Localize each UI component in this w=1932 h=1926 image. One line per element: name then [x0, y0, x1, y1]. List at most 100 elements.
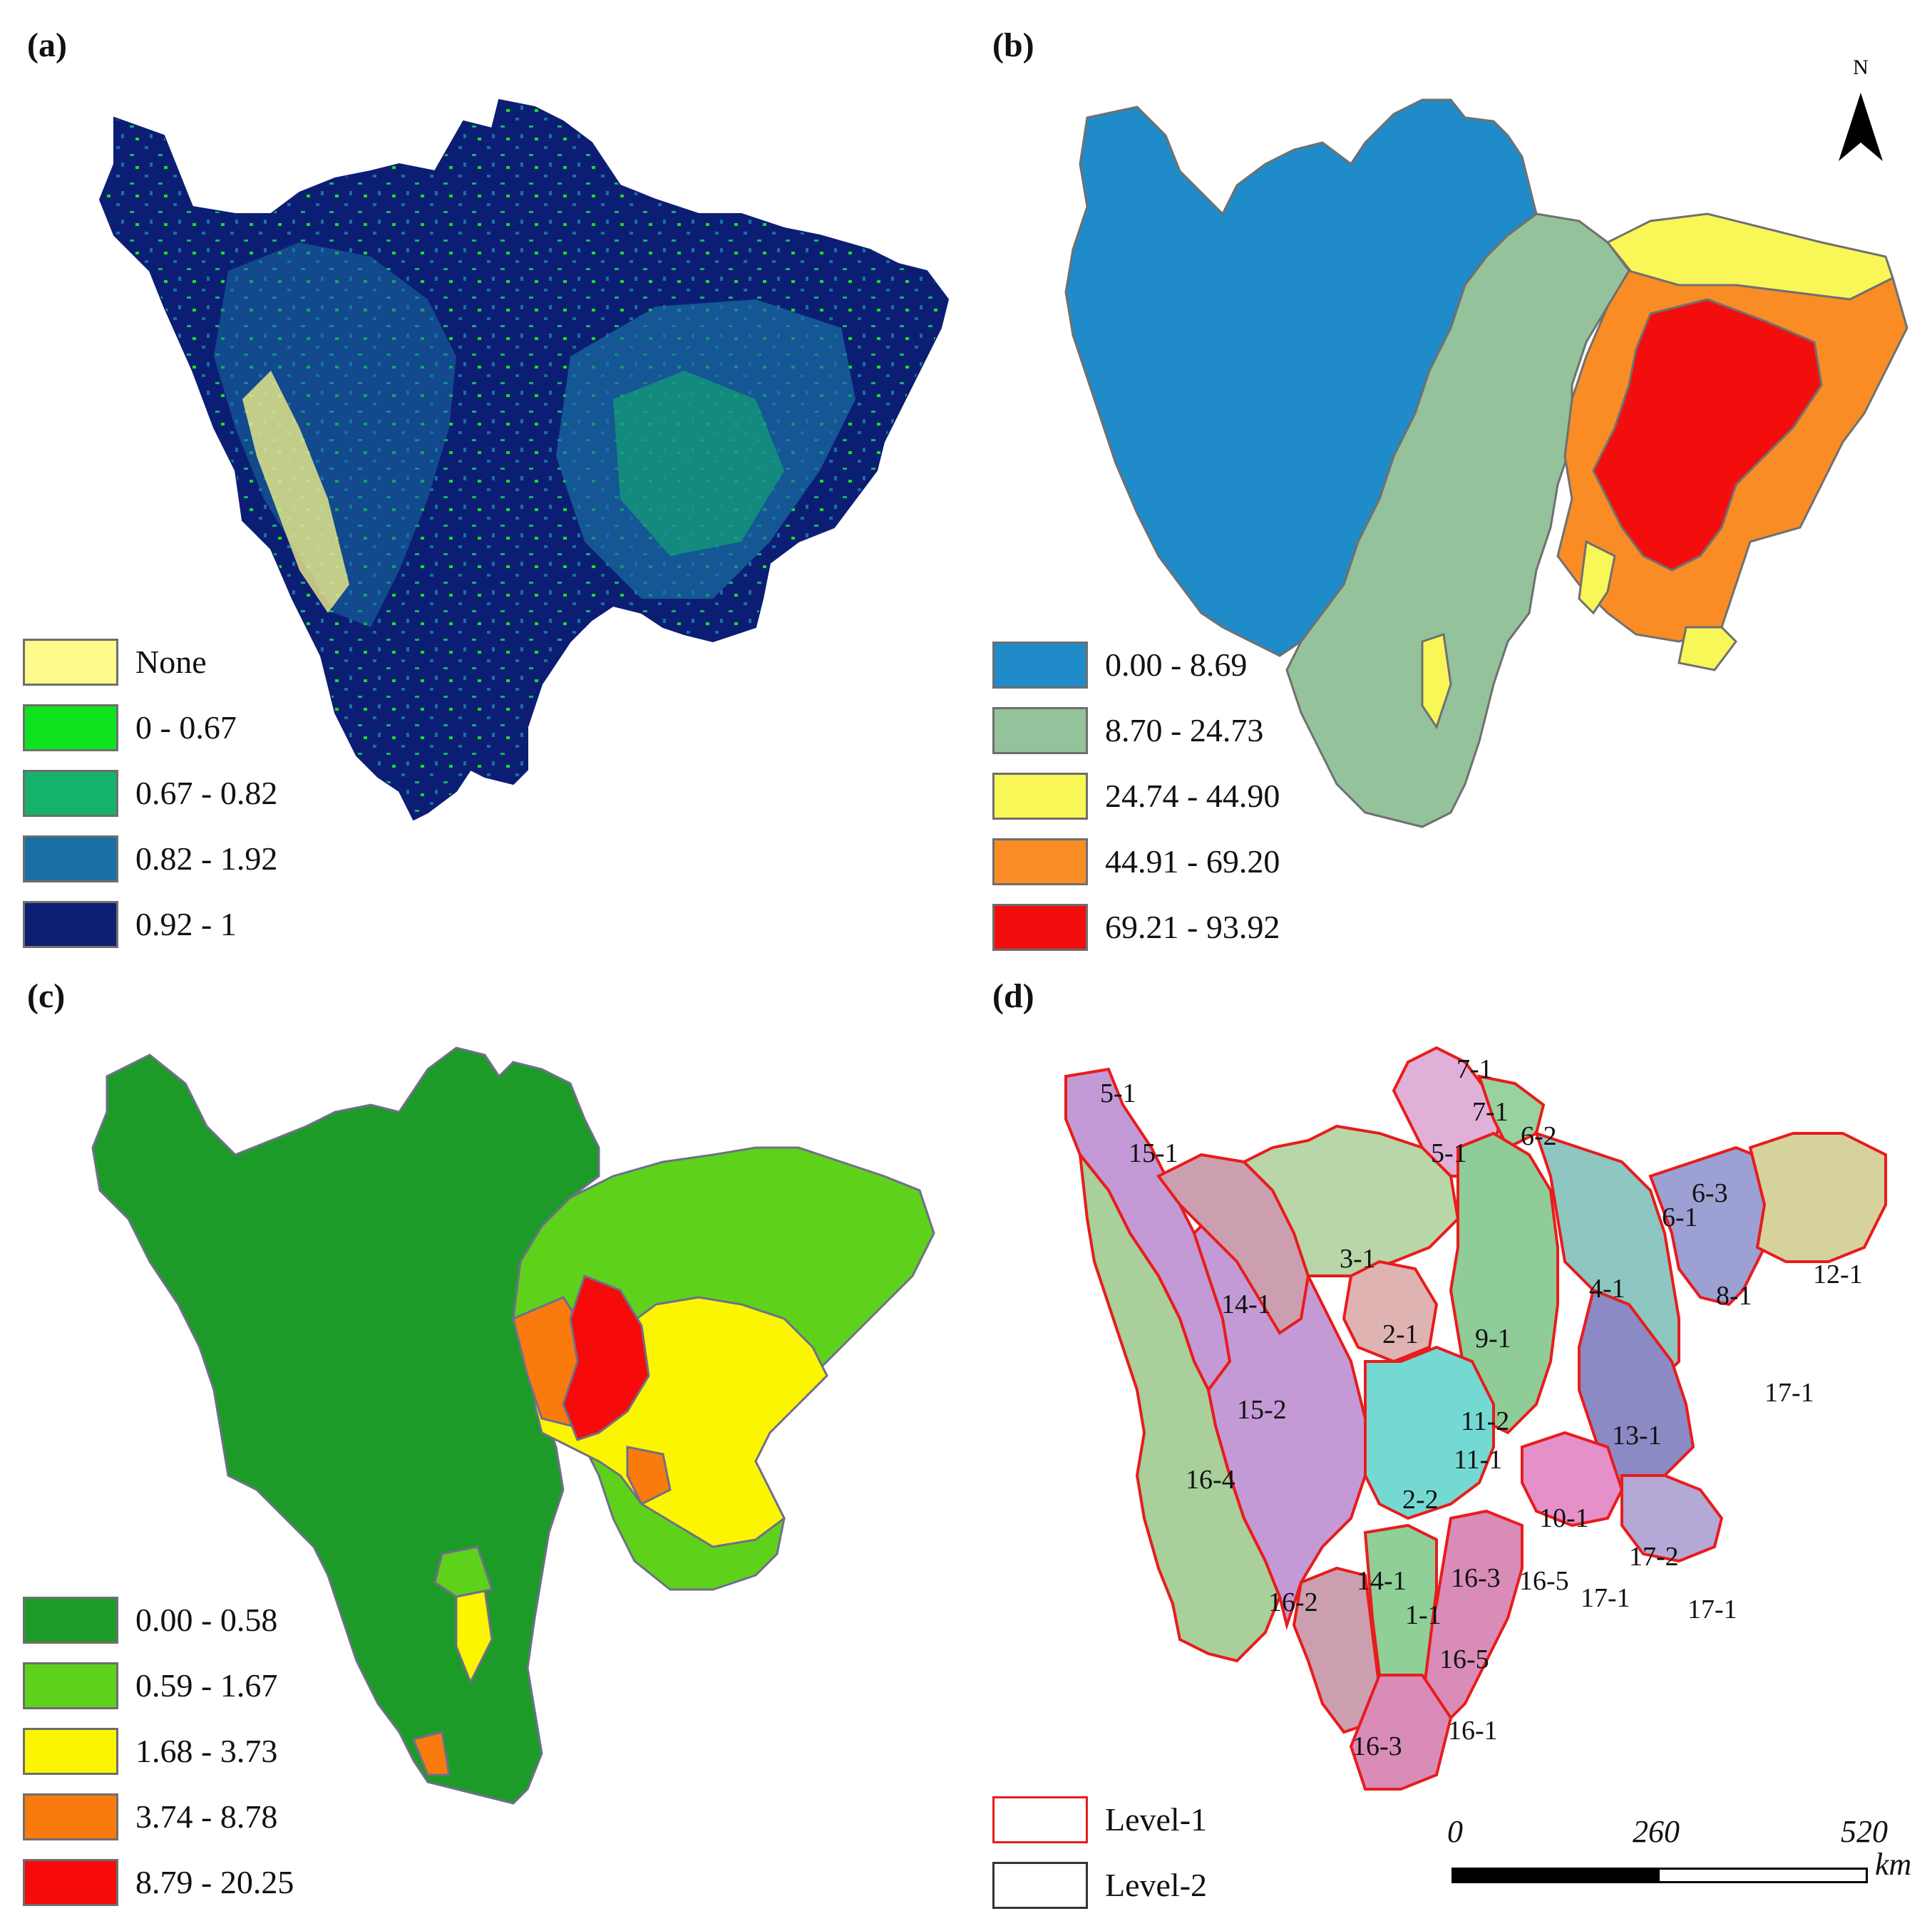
zone-16-4	[1078, 1150, 1282, 1663]
panel-c-label: (c)	[27, 977, 66, 1015]
region-yellow-west-b	[1421, 633, 1452, 730]
scale-unit: km	[1875, 1847, 1912, 1882]
panel-a-label: (a)	[27, 26, 67, 64]
north-label: N	[1853, 56, 1869, 79]
region-orange-small-c	[626, 1446, 672, 1506]
zone-label: 16-4	[1186, 1465, 1235, 1495]
zone-6-2	[1477, 1074, 1546, 1150]
legend-label: Level-1	[1105, 1801, 1208, 1838]
map-d: 5-1 7-1 7-1 15-1 5-1 6-2 6-3 6-1 3-1 14-…	[1064, 1046, 1887, 1791]
zone-label: 5-1	[1100, 1078, 1136, 1108]
scale-tick-0: 0	[1447, 1814, 1463, 1849]
legend-swatch	[23, 704, 118, 751]
legend-swatch-level-2	[992, 1862, 1088, 1909]
panel-d-label: (d)	[992, 977, 1034, 1015]
zone-label: 17-1	[1764, 1378, 1814, 1408]
zone-8-1	[1648, 1145, 1773, 1307]
legend-swatch	[23, 1597, 118, 1644]
zone-label: 3-1	[1340, 1244, 1376, 1274]
region-lightgreen-south-c	[433, 1545, 493, 1598]
region-yellow-west-a	[242, 371, 349, 613]
zone-label: 1-1	[1405, 1600, 1442, 1630]
legend-label: 44.91 - 69.20	[1105, 843, 1280, 880]
legend-label: 0.82 - 1.92	[135, 840, 278, 877]
zone-label: 12-1	[1813, 1260, 1863, 1289]
legend-a-row: 0 - 0.67	[23, 704, 351, 754]
zone-label: 16-3	[1451, 1563, 1501, 1593]
legend-swatch	[23, 770, 118, 817]
legend-label: 0.00 - 0.58	[135, 1602, 278, 1638]
zone-label: 9-1	[1475, 1324, 1511, 1354]
legend-d-row: Level-1	[992, 1796, 1320, 1846]
legend-c-row: 0.00 - 0.58	[23, 1597, 351, 1647]
legend-label: 8.70 - 24.73	[1105, 712, 1264, 748]
legend-label: 8.79 - 20.25	[135, 1864, 294, 1900]
zone-17-2	[1620, 1474, 1724, 1563]
legend-a-row: 0.82 - 1.92	[23, 835, 351, 885]
region-yellow-southeast-b	[1677, 626, 1737, 671]
legend-swatch	[23, 639, 118, 686]
zone-labels: 5-1 7-1 7-1 15-1 5-1 6-2 6-3 6-1 3-1 14-…	[1100, 1054, 1863, 1761]
legend-d-row: Level-2	[992, 1862, 1320, 1912]
zone-label: 11-2	[1461, 1406, 1509, 1436]
zone-2-1	[1342, 1260, 1439, 1364]
legend-swatch	[23, 901, 118, 948]
scale-tick-520: 520	[1841, 1814, 1888, 1849]
map-c	[91, 1046, 935, 1805]
legend-swatch	[23, 1662, 118, 1709]
zone-label: 17-1	[1581, 1583, 1630, 1613]
zone-label: 16-1	[1448, 1716, 1498, 1746]
zone-2-2	[1364, 1345, 1495, 1520]
legend-swatch	[23, 1728, 118, 1775]
zone-label: 2-2	[1402, 1485, 1439, 1515]
zone-label: 16-2	[1268, 1587, 1318, 1617]
legend-swatch	[992, 707, 1088, 754]
zone-label: 11-1	[1454, 1445, 1502, 1475]
zone-label: 6-1	[1662, 1203, 1698, 1232]
legend-label: 0.00 - 8.69	[1105, 647, 1248, 683]
zone-label: 6-3	[1692, 1178, 1728, 1208]
zone-label: 10-1	[1539, 1503, 1589, 1533]
legend-label: 69.21 - 93.92	[1105, 909, 1280, 945]
zone-label: 8-1	[1716, 1281, 1752, 1311]
zone-label: 4-1	[1589, 1274, 1625, 1304]
legend-label: 0.67 - 0.82	[135, 775, 278, 811]
zone-label: 5-1	[1431, 1138, 1467, 1168]
legend-swatch	[23, 835, 118, 882]
north-arrow: N	[1839, 56, 1883, 161]
zone-label: 15-1	[1129, 1138, 1178, 1168]
region-yellow-south-b	[1578, 540, 1616, 615]
zone-label: 6-2	[1521, 1121, 1557, 1151]
zone-label: 13-1	[1612, 1421, 1662, 1451]
map-a	[98, 98, 950, 821]
zone-label: 17-2	[1629, 1542, 1679, 1572]
legend-b-row: 44.91 - 69.20	[992, 838, 1320, 888]
zone-9-1	[1449, 1131, 1559, 1435]
legend-label: 0.59 - 1.67	[135, 1667, 278, 1704]
zone-10-1	[1521, 1431, 1624, 1528]
region-red-b	[1592, 298, 1823, 572]
zone-label: 7-1	[1456, 1054, 1493, 1084]
zone-label: 15-2	[1237, 1395, 1287, 1425]
zone-label: 2-1	[1382, 1319, 1419, 1349]
legend-label: 24.74 - 44.90	[1105, 778, 1280, 814]
region-red-c	[562, 1274, 650, 1441]
zone-label: 16-5	[1439, 1644, 1489, 1674]
legend-label: None	[135, 644, 207, 680]
panel-b-label: (b)	[992, 26, 1034, 64]
legend-swatch	[23, 1859, 118, 1906]
zone-label: 14-1	[1221, 1289, 1271, 1319]
legend-swatch	[992, 773, 1088, 820]
legend-c-row: 8.79 - 20.25	[23, 1859, 351, 1909]
zone-label: 14-1	[1357, 1566, 1407, 1596]
zone-label: 16-3	[1352, 1731, 1402, 1761]
legend-swatch	[992, 838, 1088, 885]
zone-label: 17-1	[1687, 1595, 1737, 1624]
legend-c-row: 0.59 - 1.67	[23, 1662, 351, 1712]
zone-label: 16-5	[1519, 1566, 1569, 1596]
zone-label: 7-1	[1472, 1097, 1509, 1127]
region-teal-east-a	[613, 371, 784, 556]
legend-b-row: 0.00 - 8.69	[992, 642, 1320, 691]
legend-label: 0 - 0.67	[135, 709, 237, 746]
legend-label: 0.92 - 1	[135, 906, 237, 942]
